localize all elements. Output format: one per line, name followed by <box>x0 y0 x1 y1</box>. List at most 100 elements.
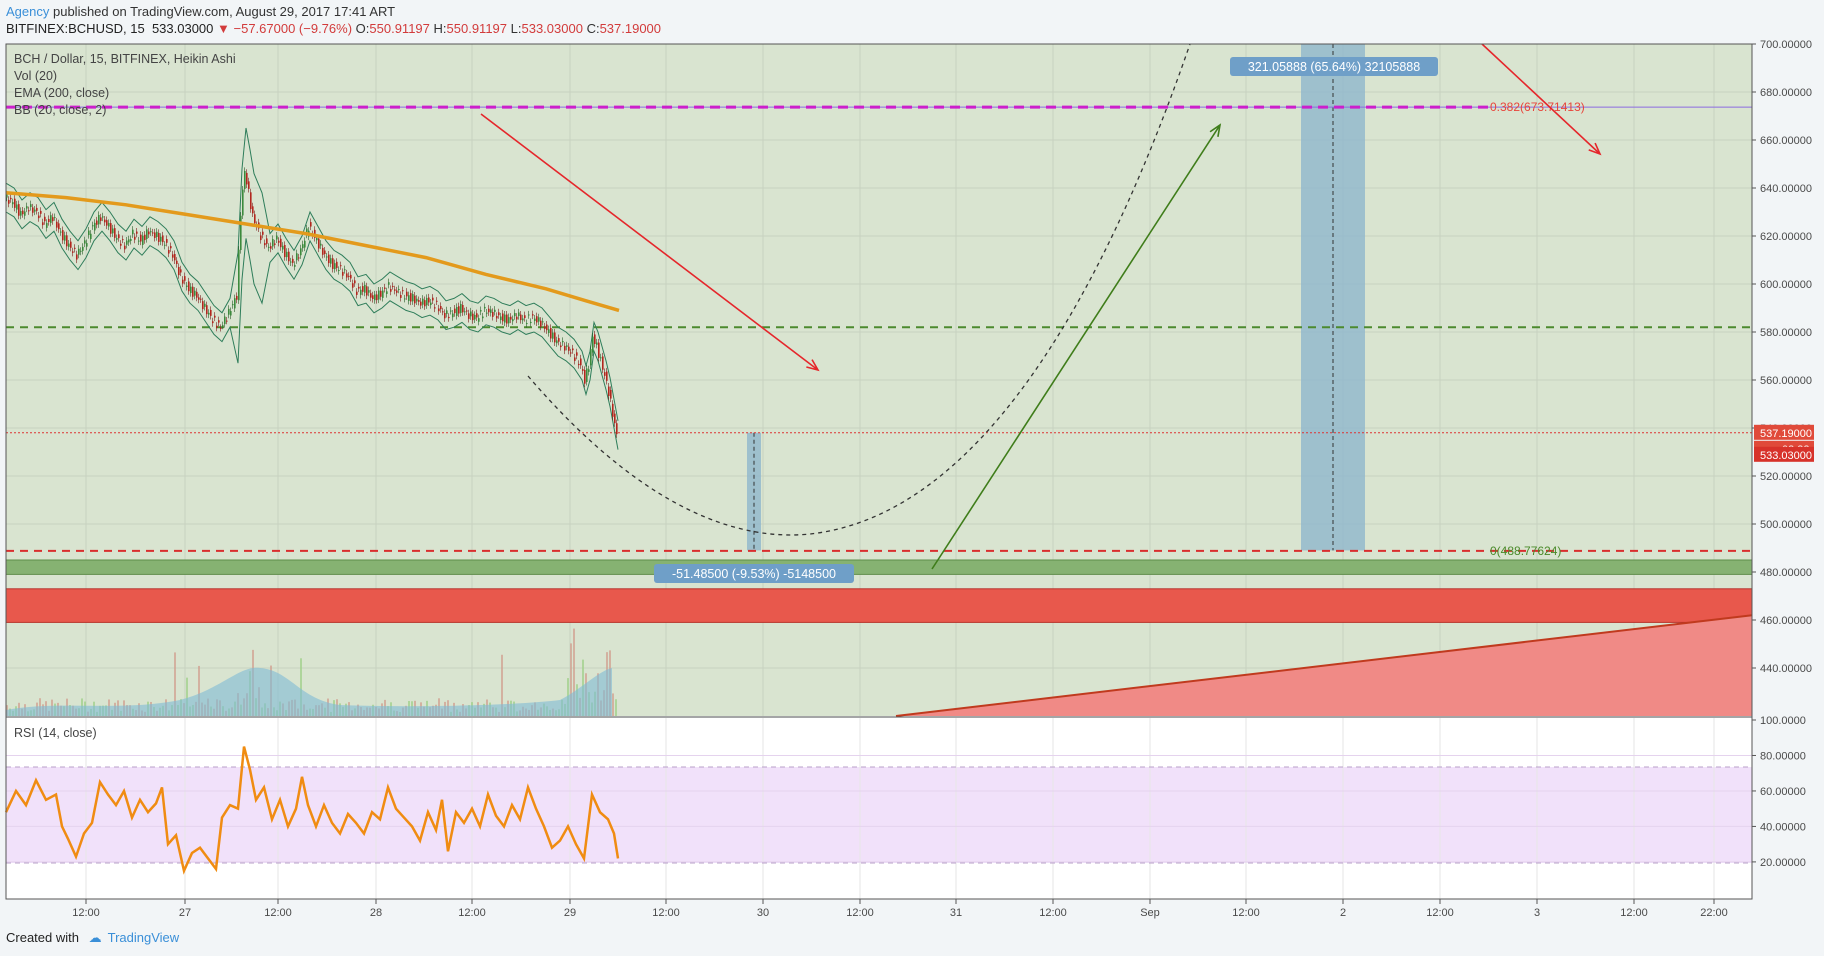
candle <box>292 258 294 263</box>
candle <box>274 243 276 245</box>
candle <box>422 298 424 305</box>
publish-text: published on TradingView.com, August 29,… <box>49 4 396 19</box>
candle <box>516 316 518 320</box>
candle <box>192 286 194 297</box>
ema-line <box>5 191 620 313</box>
candle <box>102 216 104 218</box>
legend-rsi[interactable]: RSI (14, close) <box>14 726 97 740</box>
candle <box>368 290 370 293</box>
time-tick-label: 28 <box>370 907 382 919</box>
legend-vol[interactable]: Vol (20) <box>14 69 58 83</box>
candle <box>136 231 138 234</box>
arrow-down-2 <box>1481 43 1601 155</box>
last-close-text: 537.19000 <box>1760 428 1812 440</box>
candle <box>72 251 74 253</box>
candle <box>106 220 108 226</box>
volume-bar <box>615 699 617 716</box>
candle <box>582 369 584 371</box>
time-tick-label: 29 <box>564 907 576 919</box>
candle <box>318 238 320 249</box>
candle <box>572 348 574 351</box>
price-tick-label: 660.00000 <box>1760 135 1812 147</box>
candle <box>326 256 328 258</box>
time-tick-label: 12:00 <box>1620 907 1648 919</box>
series-title[interactable]: BCH / Dollar, 15, BITFINEX, Heikin Ashi <box>14 52 236 66</box>
candle <box>610 389 612 399</box>
candle <box>220 327 222 329</box>
drawings <box>480 43 1602 570</box>
candle <box>612 403 614 417</box>
author-link[interactable]: Agency <box>6 4 50 19</box>
candle <box>392 285 394 287</box>
candle <box>190 286 192 294</box>
candle <box>436 300 438 302</box>
candle <box>116 238 118 240</box>
candle <box>490 309 492 313</box>
candle <box>54 217 56 219</box>
candle <box>74 247 76 249</box>
candle <box>482 316 484 319</box>
candle <box>446 310 448 314</box>
candle <box>62 230 64 241</box>
candle <box>334 263 336 270</box>
candle <box>332 258 334 269</box>
candle <box>196 291 198 298</box>
candle <box>206 305 208 315</box>
candle <box>120 243 122 246</box>
candle <box>232 304 234 306</box>
candle <box>520 314 522 321</box>
open-label: O: <box>355 21 370 36</box>
candle <box>336 261 338 268</box>
arrow-down-2-head <box>1588 142 1602 156</box>
legend-ema[interactable]: EMA (200, close) <box>14 86 110 100</box>
candle <box>432 297 434 301</box>
candle <box>558 338 560 342</box>
candle <box>492 312 494 317</box>
candle <box>50 215 52 223</box>
candle <box>556 340 558 344</box>
candle <box>552 332 554 339</box>
candle <box>198 297 200 300</box>
measure-down-box-label <box>654 564 854 583</box>
time-tick-label: 12:00 <box>1426 907 1454 919</box>
candle <box>236 295 238 300</box>
candle <box>28 210 30 212</box>
candle <box>328 254 330 264</box>
candle <box>284 244 286 258</box>
candle <box>122 239 124 241</box>
fib-382-label: 0.382(673.71413) <box>1490 100 1585 114</box>
last-close-tag <box>1754 424 1814 440</box>
candle <box>354 280 356 284</box>
levels: 0.382(673.71413) 0(488.77624) <box>6 100 1752 558</box>
candle <box>476 313 478 318</box>
candle <box>528 314 530 316</box>
candle <box>252 206 254 214</box>
footer-brand-link[interactable]: TradingView <box>107 930 180 945</box>
chart-border <box>5 43 1753 900</box>
candle <box>276 235 278 240</box>
volume-bars <box>6 628 617 716</box>
legend-bb[interactable]: BB (20, close, 2) <box>14 103 107 117</box>
time-tick-label: 12:00 <box>846 907 874 919</box>
candle <box>200 298 202 300</box>
candle <box>512 319 514 322</box>
candle <box>298 257 300 259</box>
candle <box>22 210 24 215</box>
candle <box>562 340 564 343</box>
candle <box>566 345 568 347</box>
candle <box>228 308 230 315</box>
candle <box>564 345 566 351</box>
candle <box>406 291 408 297</box>
candle <box>224 316 226 325</box>
candle <box>94 222 96 231</box>
footer-created: Created with <box>6 930 79 945</box>
candle <box>246 172 248 185</box>
candle <box>404 298 406 300</box>
candle <box>462 304 464 313</box>
candle <box>320 243 322 246</box>
candle <box>300 248 302 256</box>
candle <box>306 228 308 235</box>
candle <box>372 295 374 300</box>
candle <box>340 265 342 267</box>
